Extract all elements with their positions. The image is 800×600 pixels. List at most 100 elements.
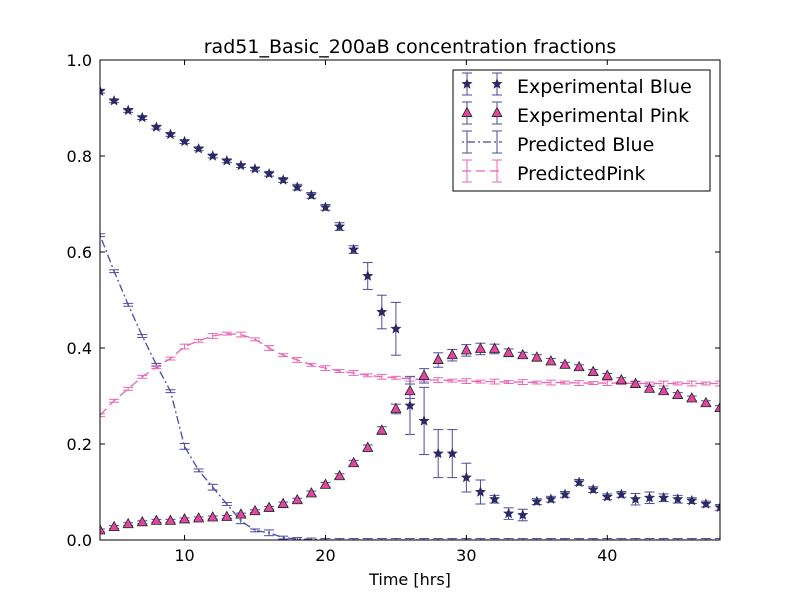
data-point-experimental-pink [291, 493, 303, 505]
x-tick-label: 30 [456, 546, 476, 565]
data-point-experimental-blue [319, 201, 331, 213]
data-point-experimental-blue [489, 493, 501, 504]
data-point-experimental-pink [362, 441, 374, 452]
data-point-experimental-pink [235, 508, 247, 519]
data-point-experimental-blue [179, 135, 191, 147]
errorbar-predicted-pink [545, 379, 556, 386]
errorbar-predicted-blue [334, 538, 345, 540]
errorbar-predicted-blue [475, 538, 486, 540]
data-point-experimental-pink [418, 369, 430, 380]
data-point-experimental-blue [658, 491, 670, 503]
data-point-experimental-pink [277, 497, 289, 508]
errorbar-predicted-blue [616, 538, 627, 540]
errorbar-predicted-blue [545, 538, 556, 540]
errorbar-predicted-pink [489, 378, 500, 385]
data-point-experimental-pink [178, 513, 191, 524]
errorbar-predicted-pink [574, 380, 585, 386]
data-point-experimental-blue [136, 111, 148, 123]
legend-entry-experimental-pink: Experimental Pink [461, 101, 689, 127]
data-point-experimental-blue [150, 121, 162, 132]
errorbar-predicted-pink [560, 380, 570, 385]
y-tick-label: 1.0 [67, 51, 92, 70]
x-tick-label: 10 [174, 546, 194, 565]
data-point-experimental-blue [376, 306, 388, 317]
data-point-experimental-blue [164, 128, 176, 140]
data-point-experimental-pink [629, 377, 642, 388]
data-point-experimental-pink [686, 392, 698, 403]
errorbar-predicted-pink [193, 338, 204, 343]
data-point-experimental-pink [150, 514, 162, 525]
errorbar-predicted-blue [390, 538, 401, 540]
data-point-experimental-pink [348, 456, 360, 468]
data-point-experimental-blue [460, 471, 472, 483]
errorbar-predicted-pink [100, 413, 105, 418]
errorbar-predicted-blue [179, 443, 190, 450]
data-point-experimental-pink [714, 401, 720, 412]
data-point-experimental-blue [559, 488, 571, 500]
errorbar-predicted-blue [362, 538, 373, 540]
legend-entry-experimental-blue: Experimental Blue [461, 72, 692, 98]
data-point-experimental-pink [305, 487, 317, 498]
data-point-experimental-pink [432, 353, 444, 364]
errorbar-predicted-pink [292, 357, 303, 363]
data-point-experimental-pink [559, 358, 571, 369]
errorbar-predicted-pink [109, 398, 120, 403]
data-point-experimental-pink [460, 344, 472, 355]
data-point-experimental-pink [573, 360, 585, 372]
legend-symbol-experimental-pink [461, 101, 503, 125]
legend-symbol-predicted-blue [462, 130, 502, 154]
errorbar-predicted-pink [390, 375, 401, 380]
data-point-experimental-blue [503, 507, 515, 519]
legend-marker [491, 106, 503, 117]
x-tick-label: 20 [315, 546, 335, 565]
data-point-experimental-blue [587, 483, 599, 495]
data-point-experimental-blue [277, 174, 289, 185]
errorbar-predicted-blue [405, 538, 415, 540]
errorbar-predicted-blue [376, 538, 387, 540]
y-tick-label: 0.0 [67, 531, 92, 550]
errorbar-predicted-pink [334, 369, 345, 373]
errorbar-predicted-blue [630, 538, 641, 540]
errorbar-predicted-pink [531, 380, 542, 385]
ticks-layer: 10 20 30 40 0.0 0.2 0.4 0.6 0.8 1.0 [67, 51, 720, 565]
legend-label-predicted-pink: PredictedPink [517, 163, 646, 185]
data-point-experimental-pink [263, 501, 275, 512]
errorbar-predicted-blue [193, 468, 204, 473]
errorbar-predicted-pink [362, 373, 373, 378]
data-point-experimental-blue [207, 150, 219, 161]
errorbar-predicted-blue [109, 269, 120, 274]
data-point-experimental-pink [390, 402, 402, 413]
legend-entry-predicted-pink: PredictedPink [462, 159, 646, 185]
y-tick-label: 0.2 [67, 435, 92, 454]
data-point-experimental-blue [672, 493, 684, 504]
data-point-experimental-blue [362, 270, 374, 281]
data-point-experimental-pink [122, 517, 134, 529]
errorbar-predicted-blue [644, 538, 655, 540]
series-experimental-blue [100, 85, 720, 522]
data-point-experimental-blue [108, 94, 120, 106]
data-point-experimental-pink [108, 520, 120, 532]
errorbar-predicted-pink [306, 362, 317, 367]
data-point-experimental-blue [263, 167, 275, 179]
data-point-experimental-blue [531, 495, 543, 507]
legend-label-experimental-pink: Experimental Pink [517, 105, 689, 127]
errorbar-predicted-pink [602, 380, 613, 386]
data-point-experimental-pink [207, 511, 219, 522]
data-point-experimental-pink [319, 478, 332, 489]
errorbar-predicted-pink [348, 370, 359, 376]
errorbar-predicted-pink [672, 381, 683, 386]
errorbar-predicted-pink [376, 373, 387, 380]
errorbar-predicted-blue [672, 538, 683, 540]
data-point-experimental-pink [672, 388, 684, 400]
legend-entry-predicted-blue: Predicted Blue [462, 130, 654, 156]
data-point-experimental-blue [446, 447, 458, 459]
errorbar-predicted-pink [235, 331, 246, 338]
errorbar-predicted-blue [447, 538, 458, 540]
data-point-experimental-pink [700, 396, 712, 408]
data-point-experimental-pink [136, 515, 148, 527]
data-point-experimental-pink [517, 348, 529, 360]
legend-symbol-experimental-blue [461, 72, 503, 96]
errorbar-predicted-pink [137, 374, 148, 379]
series-layer [100, 85, 720, 540]
errorbar-predicted-blue [433, 538, 444, 540]
